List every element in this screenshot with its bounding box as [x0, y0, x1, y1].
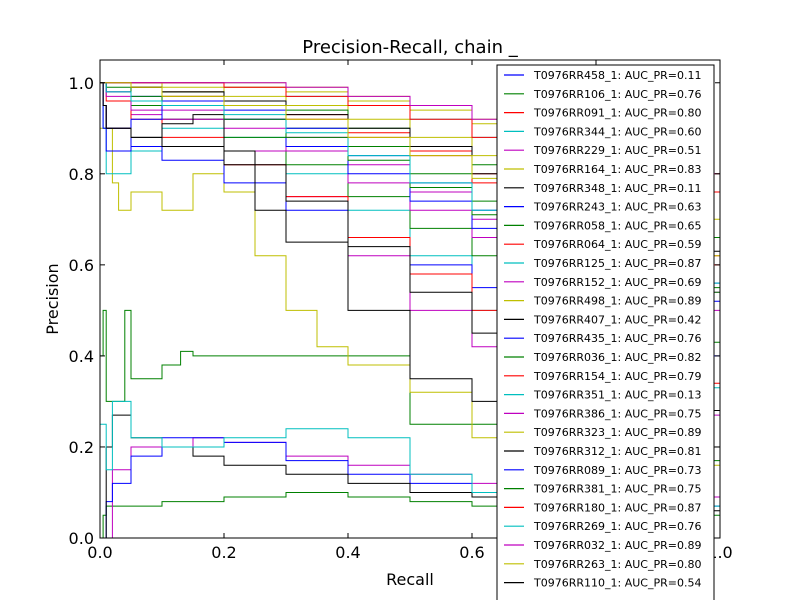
y-tick-label: 0.8	[69, 165, 94, 184]
x-tick-label: 0.4	[335, 543, 360, 562]
legend-label-13: T0976RR407_1: AUC_PR=0.42	[533, 313, 701, 326]
legend-label-14: T0976RR435_1: AUC_PR=0.76	[533, 332, 701, 345]
legend-label-22: T0976RR381_1: AUC_PR=0.75	[533, 483, 701, 496]
legend-label-11: T0976RR152_1: AUC_PR=0.69	[533, 276, 701, 289]
legend-label-7: T0976RR243_1: AUC_PR=0.63	[533, 201, 701, 214]
legend-label-26: T0976RR263_1: AUC_PR=0.80	[533, 558, 701, 571]
legend-label-0: T0976RR458_1: AUC_PR=0.11	[533, 69, 701, 82]
y-tick-label: 0.0	[69, 529, 94, 548]
x-tick-label: 0.2	[211, 543, 236, 562]
legend-label-2: T0976RR091_1: AUC_PR=0.80	[533, 107, 701, 120]
legend-label-3: T0976RR344_1: AUC_PR=0.60	[533, 125, 701, 138]
x-tick-label: 0.6	[459, 543, 484, 562]
legend-label-15: T0976RR036_1: AUC_PR=0.82	[533, 351, 701, 364]
x-tick-label: 0.0	[87, 543, 112, 562]
legend-label-10: T0976RR125_1: AUC_PR=0.87	[533, 257, 701, 270]
legend-label-5: T0976RR164_1: AUC_PR=0.83	[533, 163, 701, 176]
legend-label-23: T0976RR180_1: AUC_PR=0.87	[533, 501, 701, 514]
chart-title: Precision-Recall, chain _	[302, 37, 518, 58]
y-tick-label: 1.0	[69, 74, 94, 93]
legend-label-9: T0976RR064_1: AUC_PR=0.59	[533, 238, 701, 251]
legend-label-1: T0976RR106_1: AUC_PR=0.76	[533, 88, 701, 101]
legend-box	[496, 64, 715, 600]
legend-label-16: T0976RR154_1: AUC_PR=0.79	[533, 370, 701, 383]
legend-label-27: T0976RR110_1: AUC_PR=0.54	[533, 577, 701, 590]
legend-label-21: T0976RR089_1: AUC_PR=0.73	[533, 464, 701, 477]
y-tick-label: 0.4	[69, 347, 94, 366]
plot-frame	[99, 59, 721, 539]
legend-label-20: T0976RR312_1: AUC_PR=0.81	[533, 445, 701, 458]
y-tick-label: 0.6	[69, 256, 94, 275]
legend-label-24: T0976RR269_1: AUC_PR=0.76	[533, 520, 701, 533]
legend-label-4: T0976RR229_1: AUC_PR=0.51	[533, 144, 701, 157]
legend-label-19: T0976RR323_1: AUC_PR=0.89	[533, 426, 701, 439]
legend: T0976RR458_1: AUC_PR=0.11 T0976RR106_1: A…	[496, 64, 715, 600]
legend-label-8: T0976RR058_1: AUC_PR=0.65	[533, 219, 701, 232]
y-tick-label: 0.2	[69, 438, 94, 457]
legend-label-17: T0976RR351_1: AUC_PR=0.13	[533, 389, 701, 402]
y-axis-label: Precision	[43, 263, 62, 334]
legend-label-6: T0976RR348_1: AUC_PR=0.11	[533, 182, 701, 195]
legend-label-25: T0976RR032_1: AUC_PR=0.89	[533, 539, 701, 552]
legend-label-18: T0976RR386_1: AUC_PR=0.75	[533, 407, 701, 420]
x-axis-label: Recall	[386, 570, 434, 589]
legend-label-12: T0976RR498_1: AUC_PR=0.89	[533, 295, 701, 308]
